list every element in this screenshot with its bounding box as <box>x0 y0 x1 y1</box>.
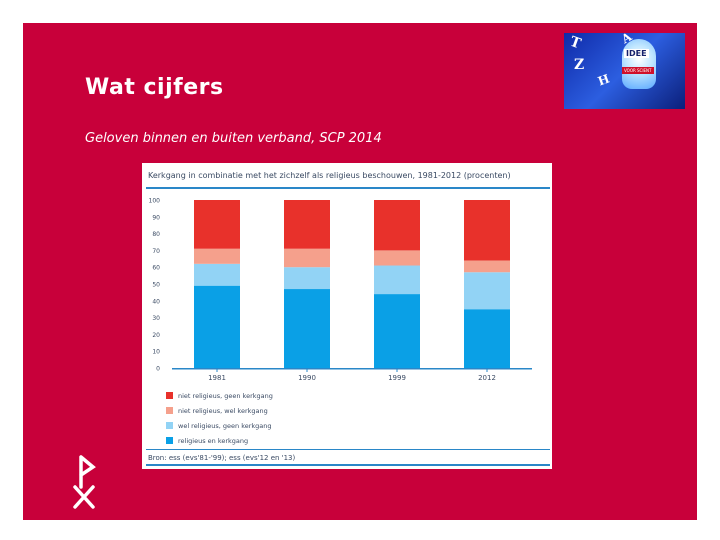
x-axis-line <box>172 368 532 370</box>
x-tick-label: 1981 <box>208 374 226 382</box>
y-tick-label: 70 <box>152 248 160 255</box>
bulb-icon <box>622 39 656 89</box>
bar-segment <box>374 200 420 251</box>
y-tick-label: 80 <box>152 231 160 238</box>
legend-swatch <box>166 437 173 444</box>
y-tick-label: 90 <box>152 214 160 221</box>
x-tick <box>216 368 218 372</box>
bar-segment <box>194 248 240 264</box>
logo-tagline: VOOR SCIENT <box>622 67 654 74</box>
x-tick-label: 1999 <box>388 374 406 382</box>
y-tick-label: 40 <box>152 298 160 305</box>
legend-swatch <box>166 407 173 414</box>
x-tick <box>396 368 398 372</box>
bar-segment <box>194 263 240 286</box>
bar-segment <box>374 265 420 295</box>
y-tick-label: 100 <box>149 198 161 205</box>
x-tick <box>306 368 308 372</box>
slide-background: Wat cijfers Geloven binnen en buiten ver… <box>23 23 697 520</box>
y-tick-label: 0 <box>156 366 160 373</box>
lightbulb-logo-icon: T Z H A IDEE VOOR SCIENT <box>564 33 685 109</box>
bar-segment <box>464 260 510 273</box>
x-tick-label: 1990 <box>298 374 316 382</box>
bottom-rule <box>146 464 550 466</box>
legend-label: wel religieus, geen kerkgang <box>178 422 272 430</box>
chart-title: Kerkgang in combinatie met het zichzelf … <box>148 171 511 180</box>
bar-segment <box>464 200 510 261</box>
y-tick-label: 50 <box>152 282 160 289</box>
bar-segment <box>194 200 240 249</box>
legend-label: niet religieus, wel kerkgang <box>178 407 268 415</box>
bar-segment <box>284 200 330 249</box>
x-tick <box>486 368 488 372</box>
x-tick-label: 2012 <box>478 374 496 382</box>
source-rule <box>146 449 550 450</box>
legend-label: religieus en kerkgang <box>178 437 248 445</box>
bar-segment <box>194 285 240 368</box>
chart-card: Kerkgang in combinatie met het zichzelf … <box>142 163 552 469</box>
stacked-bar-chart: Kerkgang in combinatie met het zichzelf … <box>146 171 550 466</box>
logo-word: IDEE <box>624 49 649 58</box>
slide-title: Wat cijfers <box>85 75 224 100</box>
legend-swatch <box>166 392 173 399</box>
bar-segment <box>374 250 420 266</box>
y-tick-label: 60 <box>152 265 160 272</box>
bar-segment <box>284 267 330 290</box>
y-tick-label: 10 <box>152 349 160 356</box>
rune-logo-icon <box>73 455 96 509</box>
title-rule <box>146 187 550 189</box>
legend-label: niet religieus, geen kerkgang <box>178 392 273 400</box>
bar-segment <box>284 289 330 368</box>
bar-segment <box>374 294 420 368</box>
y-tick-label: 30 <box>152 315 160 322</box>
slide-subtitle: Geloven binnen en buiten verband, SCP 20… <box>85 131 382 146</box>
bar-segment <box>464 272 510 310</box>
bar-segment <box>284 248 330 268</box>
y-tick-label: 20 <box>152 332 160 339</box>
legend-swatch <box>166 422 173 429</box>
bar-segment <box>464 309 510 368</box>
chart-source: Bron: ess (evs'81-'99); ess (evs'12 en '… <box>148 454 295 462</box>
